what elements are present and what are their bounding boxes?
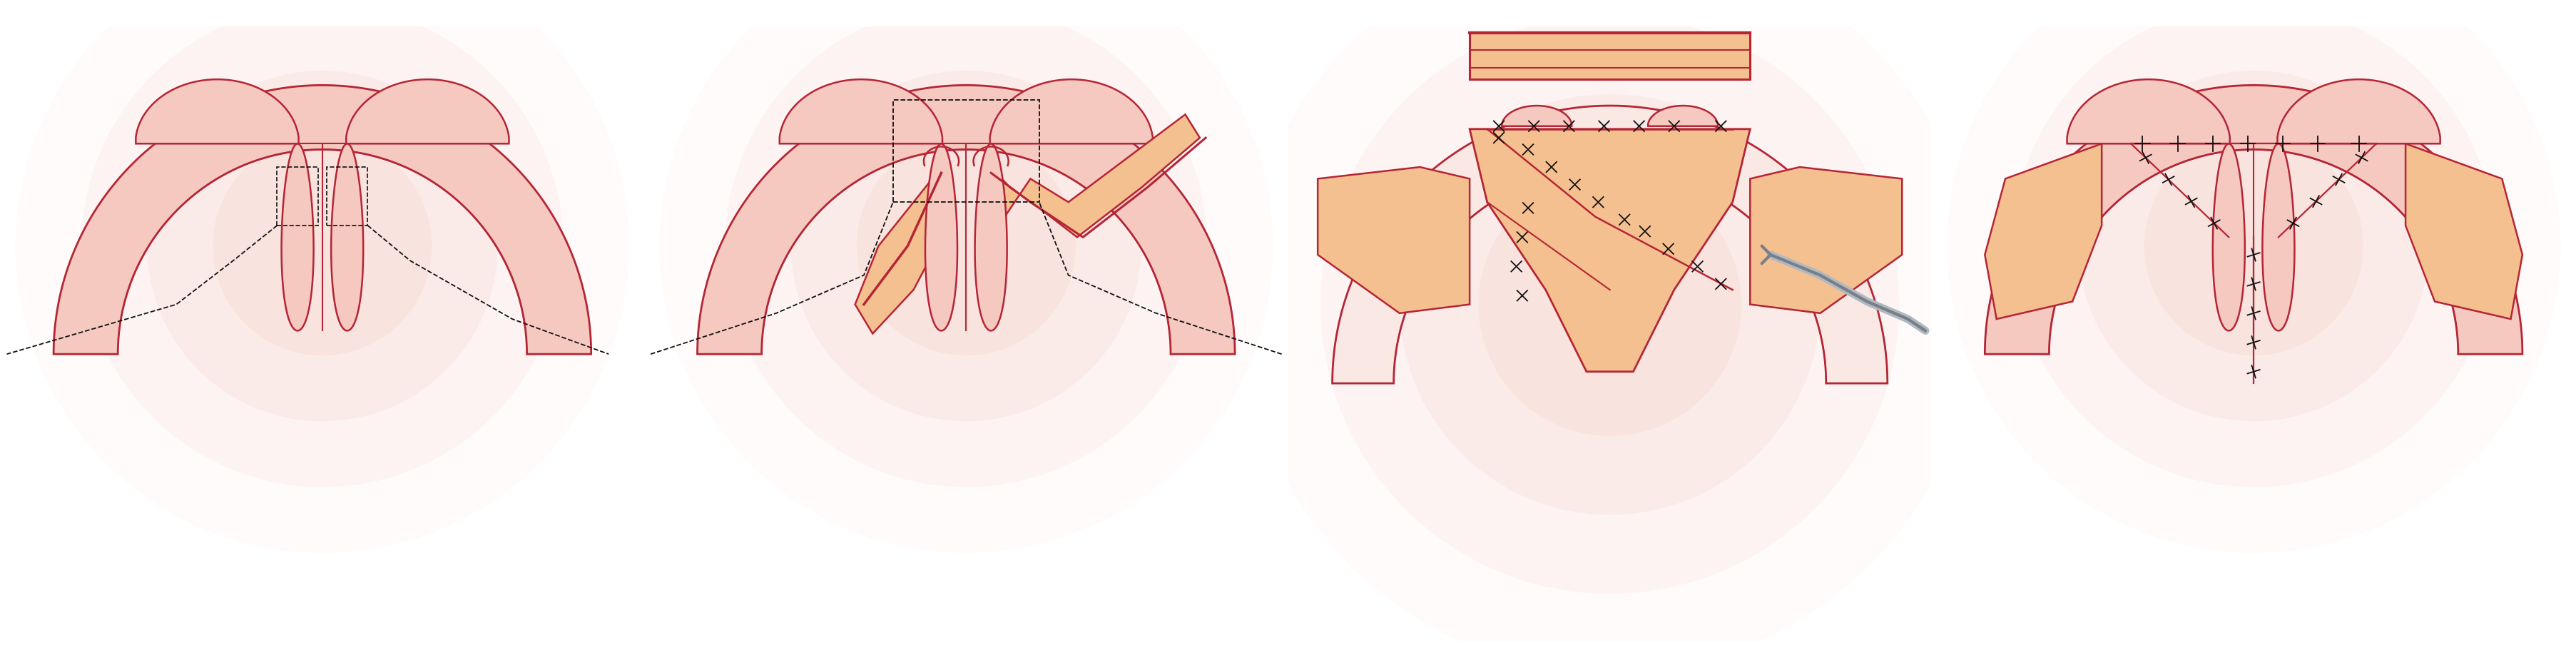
Polygon shape xyxy=(1319,168,1471,313)
Polygon shape xyxy=(698,86,1234,355)
Polygon shape xyxy=(974,144,1007,331)
Bar xyxy=(278,168,317,226)
Polygon shape xyxy=(781,80,943,144)
Polygon shape xyxy=(1986,144,2102,319)
Polygon shape xyxy=(1471,33,1749,80)
Polygon shape xyxy=(1749,168,1901,313)
Circle shape xyxy=(1242,0,1978,668)
Polygon shape xyxy=(54,86,590,355)
Circle shape xyxy=(2143,137,2362,356)
Bar xyxy=(327,168,368,226)
Polygon shape xyxy=(992,115,1200,238)
Circle shape xyxy=(724,5,1208,487)
Polygon shape xyxy=(281,144,314,331)
Polygon shape xyxy=(2406,144,2522,319)
Polygon shape xyxy=(1471,130,1749,372)
Circle shape xyxy=(214,137,433,356)
Polygon shape xyxy=(332,144,363,331)
Polygon shape xyxy=(2213,144,2244,331)
Circle shape xyxy=(1479,174,1741,436)
Circle shape xyxy=(2012,5,2494,487)
Circle shape xyxy=(2079,71,2429,422)
Polygon shape xyxy=(345,80,510,144)
Polygon shape xyxy=(925,144,958,331)
Circle shape xyxy=(791,71,1141,422)
Polygon shape xyxy=(137,80,299,144)
Circle shape xyxy=(82,5,564,487)
Circle shape xyxy=(15,0,629,553)
Polygon shape xyxy=(1332,106,1888,383)
Polygon shape xyxy=(1502,106,1571,127)
Polygon shape xyxy=(2277,80,2439,144)
Circle shape xyxy=(1399,95,1821,515)
Polygon shape xyxy=(1649,106,1718,127)
Polygon shape xyxy=(989,80,1151,144)
Polygon shape xyxy=(855,168,940,334)
Circle shape xyxy=(147,71,497,422)
Polygon shape xyxy=(2066,80,2231,144)
Polygon shape xyxy=(2262,144,2295,331)
Circle shape xyxy=(858,137,1077,356)
Circle shape xyxy=(1947,0,2561,553)
Circle shape xyxy=(659,0,1273,553)
Circle shape xyxy=(1321,16,1899,594)
Bar xyxy=(894,100,1038,202)
Polygon shape xyxy=(1986,86,2522,355)
